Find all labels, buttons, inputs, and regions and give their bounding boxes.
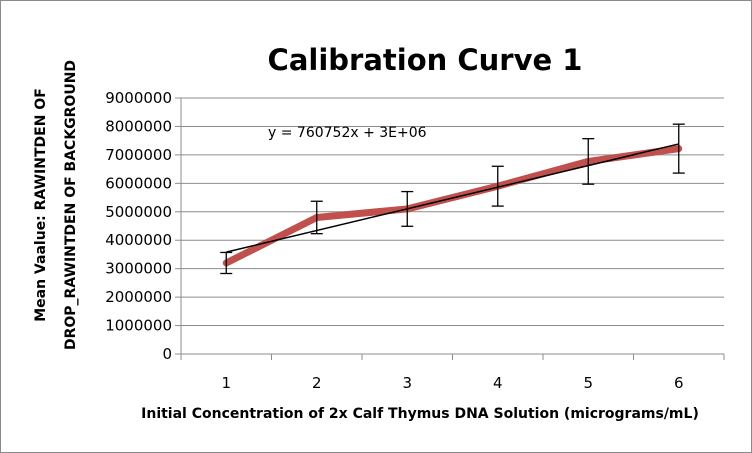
- y-tick-label: 9000000: [105, 89, 172, 107]
- x-tick-label: 6: [674, 374, 684, 392]
- error-bar: [491, 165, 504, 207]
- x-axis-label: Initial Concentration of 2x Calf Thymus …: [141, 406, 699, 422]
- y-tick-label: 7000000: [105, 146, 172, 164]
- x-tick-label: 4: [493, 374, 503, 392]
- y-tick-label: 0: [162, 345, 172, 363]
- x-tick-label: 5: [583, 374, 593, 392]
- y-tick-label: 3000000: [105, 260, 172, 278]
- y-axis-label-line2: DROP_RAWINTDEN OF BACKGROUND: [63, 60, 79, 350]
- x-tick-label: 3: [402, 374, 412, 392]
- x-tick-label: 2: [312, 374, 322, 392]
- data-series-line: [222, 145, 683, 267]
- error-bar: [582, 138, 595, 185]
- y-tick-label: 8000000: [105, 117, 172, 135]
- trendline-equation: y = 760752x + 3E+06: [268, 125, 427, 141]
- y-tick-label: 5000000: [105, 203, 172, 221]
- trendline: [226, 143, 679, 253]
- y-tick-label: 6000000: [105, 174, 172, 192]
- error-bar: [310, 200, 323, 235]
- error-bar: [220, 251, 233, 275]
- chart-title: Calibration Curve 1: [268, 43, 583, 77]
- y-tick-label: 4000000: [105, 231, 172, 249]
- y-tick-label: 2000000: [105, 288, 172, 306]
- x-tick-label: 1: [221, 374, 231, 392]
- error-bar: [672, 123, 685, 174]
- y-tick-label: 1000000: [105, 317, 172, 335]
- y-axis-label-line1: Mean Vaalue: RAWINTDEN OF: [33, 88, 49, 322]
